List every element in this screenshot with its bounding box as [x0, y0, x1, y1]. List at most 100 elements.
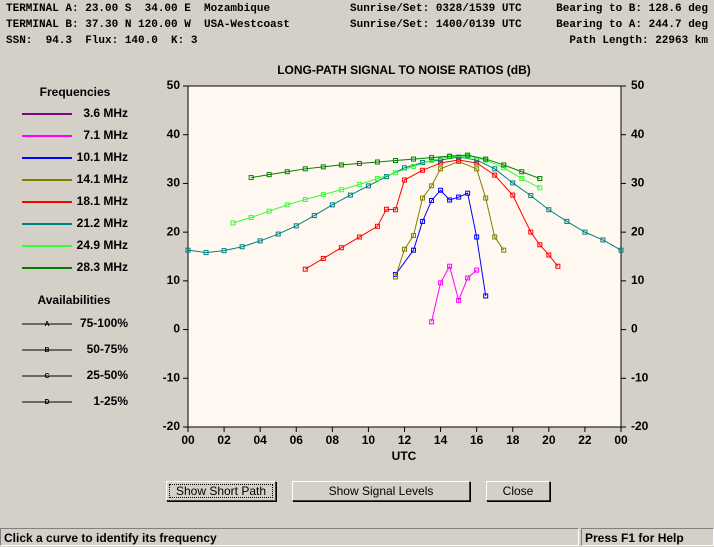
data-point [438, 166, 444, 172]
short-path-button[interactable]: Show Short Path [166, 481, 276, 501]
header-text: TERMINAL B: 37.30 N 120.00 W USA-Westcoa… [6, 19, 290, 31]
data-point [392, 207, 398, 213]
x-tick-label: 14 [434, 433, 448, 447]
data-point [447, 263, 453, 269]
data-point [356, 181, 362, 187]
data-point [429, 183, 435, 189]
header-text: SSN: 94.3 Flux: 140.0 K: 3 [6, 35, 198, 47]
x-tick-label: 06 [290, 433, 304, 447]
header-text: Bearing to A: 244.7 deg [556, 19, 708, 31]
data-point [537, 242, 543, 248]
availability-label: 75-100% [80, 316, 128, 330]
data-point [546, 207, 552, 213]
series-line [251, 154, 540, 180]
data-point [492, 234, 498, 240]
y-tick-label-right: 10 [631, 273, 645, 287]
data-point [447, 197, 453, 203]
data-point [465, 275, 471, 281]
data-point [429, 319, 435, 325]
data-point [429, 155, 435, 161]
data-point [501, 165, 507, 171]
x-tick-label: 00 [614, 433, 628, 447]
availability-label: 50-75% [87, 342, 129, 356]
data-point [293, 223, 299, 229]
data-point [420, 195, 426, 201]
data-point [546, 252, 552, 258]
data-point [438, 160, 444, 166]
availability-symbol: D [44, 399, 49, 406]
data-point [239, 244, 245, 250]
x-tick-label: 04 [253, 433, 267, 447]
availability-symbol: A [44, 321, 49, 328]
data-point [438, 280, 444, 286]
data-point [284, 202, 290, 208]
data-point [420, 218, 426, 224]
header-text: TERMINAL A: 23.00 S 34.00 E Mozambique [6, 3, 271, 15]
data-point [356, 160, 362, 166]
close-button[interactable]: Close [486, 481, 550, 501]
x-axis-label: UTC [392, 449, 417, 463]
data-point [411, 156, 417, 162]
series-line [395, 189, 487, 297]
data-point [492, 166, 498, 172]
y-tick-label: 30 [167, 176, 181, 190]
y-tick-label: -20 [163, 419, 181, 433]
series-line [232, 155, 541, 224]
y-tick-label-right: -20 [631, 419, 649, 433]
data-point [383, 206, 389, 212]
legend-label: 21.2 MHz [77, 216, 128, 230]
data-point [438, 187, 444, 193]
data-point [374, 159, 380, 165]
legend-label: 3.6 MHz [83, 106, 128, 120]
header-text: Sunrise/Set: 1400/0139 UTC [350, 19, 522, 31]
data-point [501, 247, 507, 253]
signal-levels-button[interactable]: Show Signal Levels [292, 481, 470, 501]
data-point [564, 218, 570, 224]
y-tick-label-right: 20 [631, 224, 645, 238]
data-point [519, 176, 525, 182]
data-point [311, 213, 317, 219]
data-point [537, 185, 543, 191]
data-point [510, 192, 516, 198]
header-text: Sunrise/Set: 0328/1539 UTC [350, 3, 522, 15]
data-point [329, 202, 335, 208]
data-point [284, 169, 290, 175]
data-point [248, 215, 254, 221]
data-point [302, 197, 308, 203]
y-tick-label: 10 [167, 273, 181, 287]
data-point [347, 192, 353, 198]
series-line [395, 160, 505, 278]
chart: LONG-PATH SIGNAL TO NOISE RATIOS (dB) UT… [22, 63, 649, 463]
data-point [402, 246, 407, 252]
legend-label: 28.3 MHz [77, 260, 128, 274]
data-point [374, 176, 380, 182]
status-help: Press F1 for Help [581, 528, 714, 546]
availability-symbol: C [44, 373, 49, 380]
data-point [456, 297, 462, 303]
data-point [257, 238, 263, 244]
data-point [230, 220, 236, 226]
chart-title: LONG-PATH SIGNAL TO NOISE RATIOS (dB) [277, 63, 531, 77]
data-point [338, 162, 344, 168]
y-tick-label-right: -10 [631, 370, 649, 384]
data-point [338, 187, 344, 193]
x-tick-label: 18 [506, 433, 520, 447]
legend-label: 10.1 MHz [77, 150, 128, 164]
x-tick-label: 02 [217, 433, 231, 447]
y-tick-label: 0 [173, 322, 180, 336]
x-tick-label: 10 [362, 433, 376, 447]
data-point [456, 157, 462, 163]
data-point [266, 172, 272, 178]
data-point [392, 170, 398, 176]
y-tick-label: 20 [167, 224, 181, 238]
y-tick-label-right: 40 [631, 127, 645, 141]
data-point [492, 172, 498, 178]
header-text: Bearing to B: 128.6 deg [556, 3, 708, 15]
data-point [600, 237, 606, 243]
data-point [411, 233, 417, 239]
data-point [456, 194, 462, 200]
data-point [528, 193, 534, 199]
status-text: Click a curve to identify its frequency [0, 528, 579, 546]
data-point [537, 176, 543, 182]
x-tick-label: 00 [181, 433, 195, 447]
